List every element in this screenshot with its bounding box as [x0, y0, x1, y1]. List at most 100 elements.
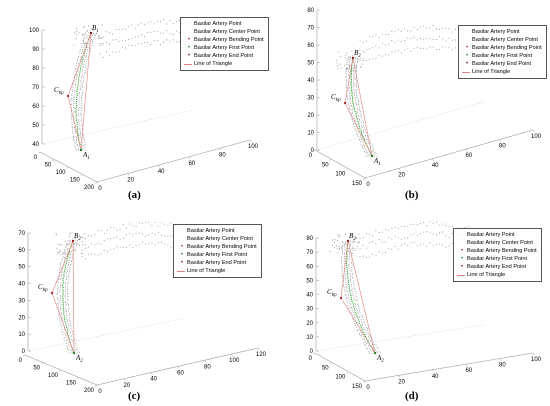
y-tick-mark	[346, 168, 349, 171]
artery-point	[400, 52, 402, 54]
artery-point	[74, 349, 76, 351]
artery-point	[108, 54, 111, 56]
artery-point	[65, 279, 67, 281]
z-tick-label: 70	[307, 26, 314, 32]
center-point	[353, 109, 356, 111]
artery-point	[352, 312, 354, 314]
artery-point	[345, 286, 347, 288]
artery-point	[60, 322, 62, 324]
x-tick-mark	[177, 366, 180, 369]
artery-point	[361, 124, 363, 126]
artery-point	[353, 296, 355, 298]
artery-point	[67, 348, 69, 350]
artery-point	[85, 41, 87, 43]
artery-point	[145, 243, 147, 245]
legend-entry: • Basilar Artery Bending Point	[457, 247, 537, 255]
artery-point	[407, 30, 409, 32]
artery-point	[167, 224, 169, 226]
artery-point	[355, 319, 357, 321]
artery-point	[58, 279, 60, 281]
artery-point	[118, 28, 120, 31]
artery-point	[65, 308, 67, 310]
legend-label: Basilar Artery First Point	[194, 45, 254, 51]
artery-point	[81, 71, 83, 73]
artery-point	[360, 66, 362, 68]
artery-point	[357, 311, 359, 313]
y-tick-label: 100	[55, 170, 66, 176]
artery-point	[85, 65, 87, 67]
artery-point	[82, 27, 84, 29]
artery-point	[432, 46, 434, 48]
artery-point	[124, 47, 127, 49]
artery-point	[145, 235, 147, 237]
artery-point	[91, 42, 93, 44]
artery-point	[353, 88, 355, 90]
artery-point	[351, 267, 353, 269]
triangle	[344, 57, 373, 157]
artery-point	[357, 108, 359, 110]
artery-point	[74, 242, 76, 244]
artery-point	[372, 36, 374, 38]
center-point	[352, 101, 354, 103]
artery-point	[157, 231, 159, 234]
artery-point	[77, 149, 79, 151]
center-point	[62, 277, 64, 279]
artery-point	[106, 251, 109, 253]
z-tick-label: 40	[18, 282, 25, 288]
x-tick-label: 40	[432, 163, 439, 169]
artery-point	[341, 266, 343, 268]
artery-point	[451, 31, 453, 33]
artery-point	[71, 126, 73, 128]
y-tick-mark	[329, 159, 332, 162]
x-tick-mark	[532, 352, 535, 356]
artery-point	[429, 231, 431, 233]
artery-point	[83, 138, 85, 140]
artery-point	[68, 236, 70, 238]
artery-point	[348, 65, 350, 67]
artery-point	[338, 235, 340, 237]
artery-point	[75, 135, 77, 137]
artery-point	[84, 139, 86, 141]
legend-entry: Line of Triangle	[462, 68, 542, 76]
artery-point	[378, 54, 380, 56]
artery-point	[361, 146, 363, 148]
artery-point	[419, 26, 422, 28]
artery-point	[363, 327, 365, 329]
artery-point	[148, 242, 150, 244]
center-point	[61, 296, 64, 298]
artery-point	[167, 235, 169, 237]
artery-point	[366, 331, 368, 333]
artery-point	[397, 248, 399, 250]
artery-point	[68, 276, 70, 278]
artery-point	[67, 290, 69, 292]
artery-point	[77, 57, 79, 59]
artery-point	[69, 240, 71, 242]
y-tick-mark	[362, 177, 366, 180]
artery-point	[410, 50, 412, 52]
artery-point	[79, 134, 81, 136]
center-point	[353, 304, 355, 306]
artery-point	[438, 28, 441, 30]
artery-point	[361, 126, 363, 128]
artery-point	[356, 86, 358, 88]
artery-point	[67, 349, 69, 351]
center-point	[355, 313, 357, 315]
artery-point	[68, 303, 70, 305]
artery-point	[403, 28, 406, 30]
artery-point	[118, 51, 120, 53]
artery-point	[84, 34, 86, 36]
artery-point	[67, 302, 69, 304]
artery-point	[384, 251, 387, 254]
y-tick-label: 100	[335, 172, 346, 178]
basilar-artery	[70, 31, 97, 151]
artery-point	[363, 147, 365, 149]
artery-point	[59, 292, 61, 294]
artery-point	[73, 243, 75, 245]
artery-point	[65, 303, 67, 305]
artery-point	[59, 302, 61, 304]
y-tick-label: 150	[352, 181, 363, 187]
center-point	[63, 315, 65, 317]
artery-point	[403, 226, 406, 228]
center-point	[350, 83, 352, 85]
triangle-line	[72, 240, 75, 354]
